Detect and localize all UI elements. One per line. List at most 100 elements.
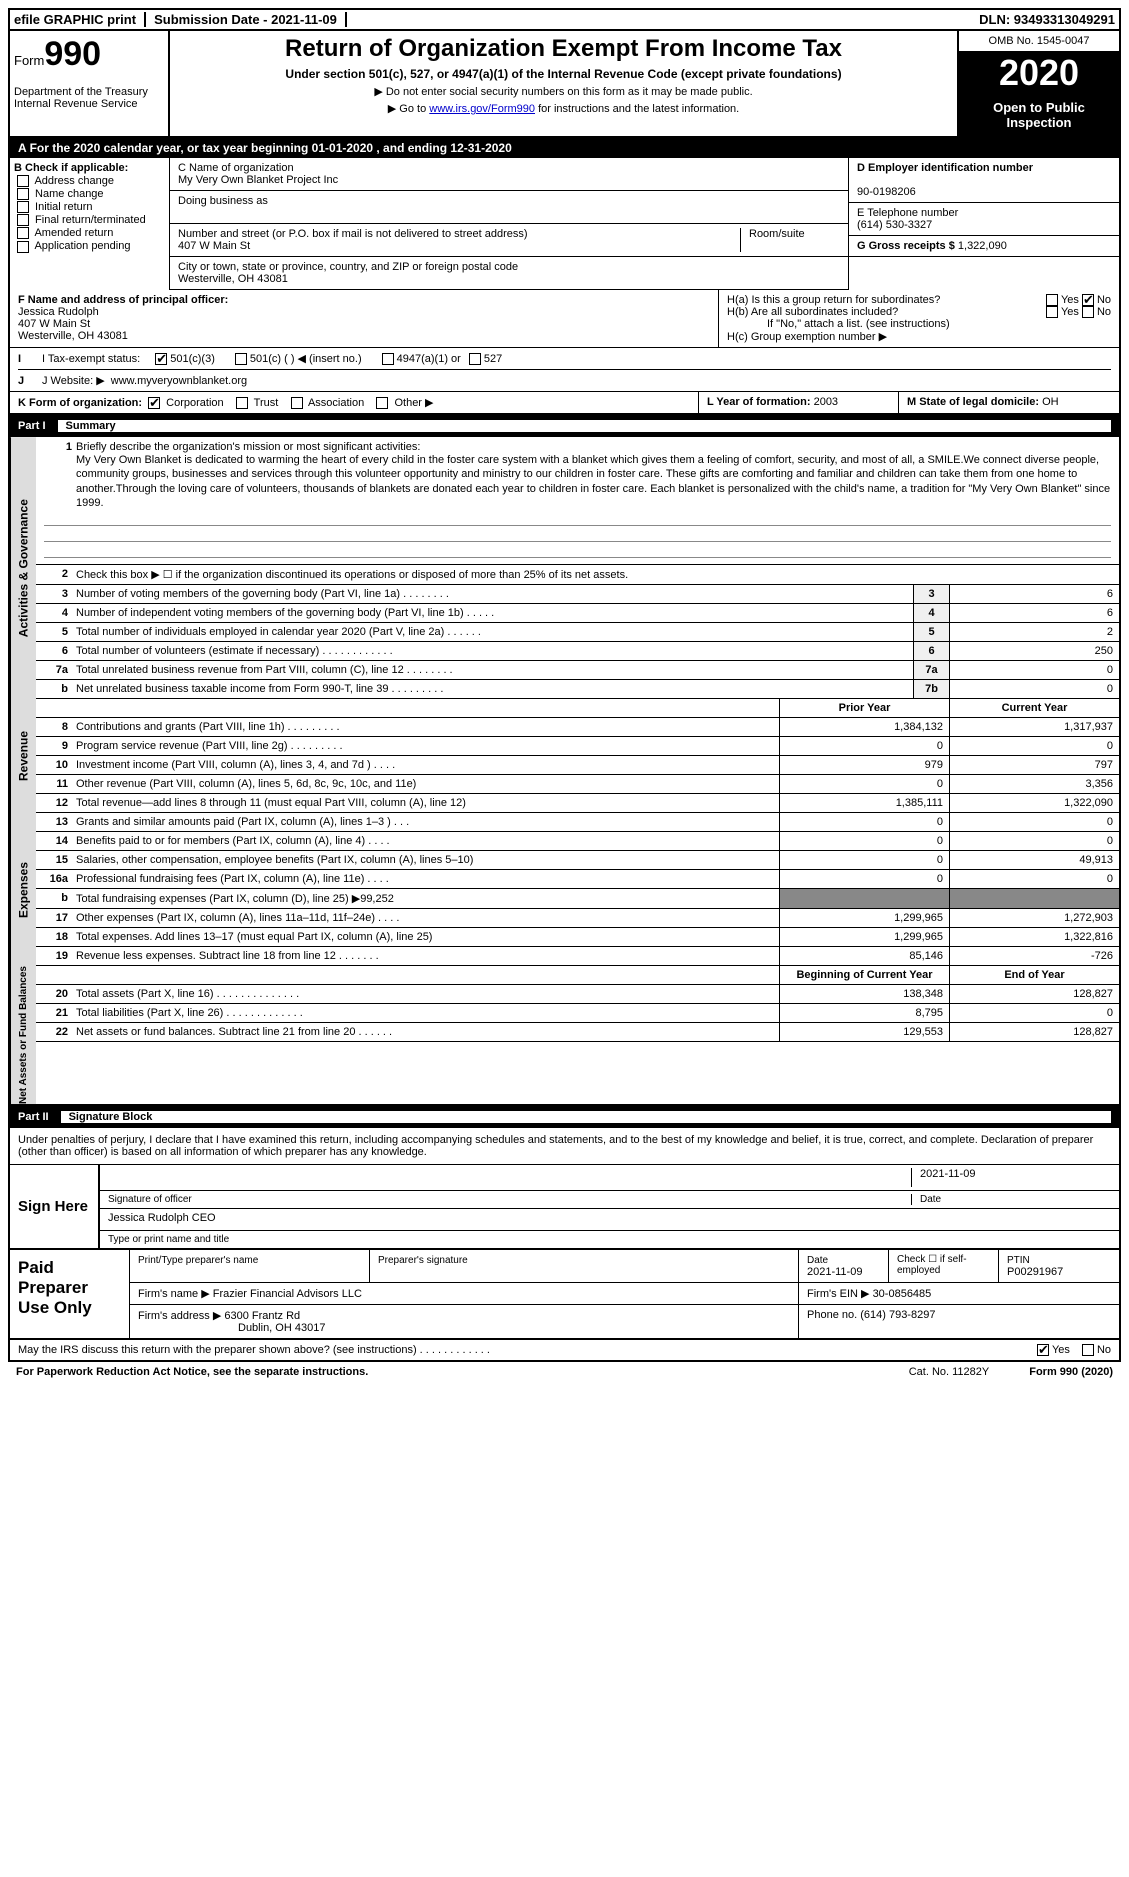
tax-year-row: A For the 2020 calendar year, or tax yea… [8, 138, 1121, 158]
side-expenses: Expenses [10, 813, 36, 966]
sig-date: 2021-11-09 [920, 1168, 975, 1180]
summary-expenses: Expenses 13Grants and similar amounts pa… [8, 813, 1121, 966]
boxb-checkbox[interactable]: Name change [14, 188, 165, 200]
boxb-checkbox[interactable]: Amended return [14, 227, 165, 239]
part2-header: Part II Signature Block [8, 1106, 1121, 1128]
mission-text: My Very Own Blanket is dedicated to warm… [44, 453, 1111, 510]
boxk-opt[interactable] [148, 397, 160, 409]
box-d-e-g: D Employer identification number90-01982… [849, 158, 1119, 290]
top-bar: efile GRAPHIC print Submission Date - 20… [8, 8, 1121, 31]
efile-label: efile GRAPHIC print [14, 12, 136, 27]
tax-year: 2020 [959, 52, 1119, 94]
data-line: 17Other expenses (Part IX, column (A), l… [36, 909, 1119, 928]
gov-line: bNet unrelated business taxable income f… [36, 680, 1119, 699]
gov-line: 7aTotal unrelated business revenue from … [36, 661, 1119, 680]
data-line: 11Other revenue (Part VIII, column (A), … [36, 775, 1119, 794]
gross-receipts: 1,322,090 [958, 240, 1007, 252]
boxb-checkbox[interactable]: Final return/terminated [14, 214, 165, 226]
data-line: 12Total revenue—add lines 8 through 11 (… [36, 794, 1119, 813]
data-line: 10Investment income (Part VIII, column (… [36, 756, 1119, 775]
box-b: B Check if applicable: Address change Na… [10, 158, 170, 290]
boxk-opt[interactable] [236, 397, 248, 409]
section-f-h: F Name and address of principal officer:… [8, 290, 1121, 348]
hb-yes[interactable] [1046, 306, 1058, 318]
omb-number: OMB No. 1545-0047 [959, 31, 1119, 52]
open-public: Open to Public Inspection [959, 94, 1119, 136]
firm-name: Frazier Financial Advisors LLC [213, 1288, 362, 1300]
data-line: 19Revenue less expenses. Subtract line 1… [36, 947, 1119, 966]
data-line: 15Salaries, other compensation, employee… [36, 851, 1119, 870]
irs-link[interactable]: www.irs.gov/Form990 [429, 103, 535, 115]
data-line: 22Net assets or fund balances. Subtract … [36, 1023, 1119, 1042]
boxb-checkbox[interactable]: Initial return [14, 201, 165, 213]
gov-line: 5Total number of individuals employed in… [36, 623, 1119, 642]
data-line: 21Total liabilities (Part X, line 26) . … [36, 1004, 1119, 1023]
firm-ein: 30-0856485 [873, 1288, 932, 1300]
side-governance: Activities & Governance [10, 437, 36, 699]
data-line: 20Total assets (Part X, line 16) . . . .… [36, 985, 1119, 1004]
gov-line: 3Number of voting members of the governi… [36, 585, 1119, 604]
discuss-yes[interactable] [1037, 1344, 1049, 1356]
box-c: C Name of organizationMy Very Own Blanke… [170, 158, 849, 290]
boxk-opt[interactable] [376, 397, 388, 409]
data-line: 14Benefits paid to or for members (Part … [36, 832, 1119, 851]
cat-no: Cat. No. 11282Y [909, 1366, 990, 1378]
hb-no[interactable] [1082, 306, 1094, 318]
org-address: 407 W Main St [178, 240, 250, 252]
data-line: 9Program service revenue (Part VIII, lin… [36, 737, 1119, 756]
4947-check[interactable] [382, 353, 394, 365]
527-check[interactable] [469, 353, 481, 365]
state-domicile: OH [1042, 396, 1059, 408]
box-h: H(a) Is this a group return for subordin… [719, 290, 1119, 347]
form-number: 990 [44, 35, 101, 73]
ha-yes[interactable] [1046, 294, 1058, 306]
form-ref: Form 990 (2020) [1029, 1366, 1113, 1378]
form-title: Return of Organization Exempt From Incom… [182, 35, 945, 63]
signature-block: Under penalties of perjury, I declare th… [8, 1128, 1121, 1250]
form-subtitle: Under section 501(c), 527, or 4947(a)(1)… [182, 67, 945, 81]
501c3-check[interactable] [155, 353, 167, 365]
dln: DLN: 93493313049291 [979, 12, 1115, 27]
submission-date: Submission Date - 2021-11-09 [144, 12, 347, 27]
data-line: 18Total expenses. Add lines 13–17 (must … [36, 928, 1119, 947]
gov-line: 6Total number of volunteers (estimate if… [36, 642, 1119, 661]
box-k-l-m: K Form of organization: Corporation Trus… [8, 392, 1121, 415]
sign-here-label: Sign Here [10, 1165, 100, 1248]
501c-check[interactable] [235, 353, 247, 365]
data-line: 8Contributions and grants (Part VIII, li… [36, 718, 1119, 737]
ptin: P00291967 [1007, 1266, 1063, 1278]
footer: For Paperwork Reduction Act Notice, see … [8, 1362, 1121, 1382]
discuss-no[interactable] [1082, 1344, 1094, 1356]
mission-block: 1Briefly describe the organization's mis… [36, 437, 1119, 565]
prep-phone: (614) 793-8297 [860, 1309, 935, 1321]
prep-date: 2021-11-09 [807, 1266, 862, 1278]
data-line: bTotal fundraising expenses (Part IX, co… [36, 889, 1119, 909]
summary-revenue: Revenue Prior YearCurrent Year 8Contribu… [8, 699, 1121, 813]
section-b-c-d: B Check if applicable: Address change Na… [8, 158, 1121, 290]
preparer-block: Paid Preparer Use Only Print/Type prepar… [8, 1250, 1121, 1340]
box-f: F Name and address of principal officer:… [10, 290, 719, 347]
boxb-checkbox[interactable]: Application pending [14, 240, 165, 252]
website: www.myveryownblanket.org [111, 375, 247, 387]
officer-name: Jessica Rudolph [18, 306, 710, 318]
summary-governance: Activities & Governance 1Briefly describ… [8, 437, 1121, 699]
form-header: Form990 Department of the Treasury Inter… [8, 31, 1121, 138]
boxk-opt[interactable] [291, 397, 303, 409]
side-revenue: Revenue [10, 699, 36, 813]
part1-header: Part I Summary [8, 415, 1121, 437]
phone: (614) 530-3327 [857, 219, 932, 231]
summary-net: Net Assets or Fund Balances Beginning of… [8, 966, 1121, 1106]
side-net: Net Assets or Fund Balances [10, 966, 36, 1104]
firm-addr: 6300 Frantz Rd [224, 1310, 300, 1322]
data-line: 13Grants and similar amounts paid (Part … [36, 813, 1119, 832]
year-formation: 2003 [814, 396, 838, 408]
paid-preparer-label: Paid Preparer Use Only [10, 1250, 130, 1338]
discuss-row: May the IRS discuss this return with the… [8, 1340, 1121, 1362]
sig-declaration: Under penalties of perjury, I declare th… [10, 1128, 1119, 1165]
instr-link: ▶ Go to www.irs.gov/Form990 for instruct… [182, 102, 945, 115]
boxb-checkbox[interactable]: Address change [14, 175, 165, 187]
dept-treasury: Department of the Treasury Internal Reve… [14, 86, 164, 110]
data-line: 16aProfessional fundraising fees (Part I… [36, 870, 1119, 889]
ha-no[interactable] [1082, 294, 1094, 306]
form-word: Form [14, 53, 44, 68]
